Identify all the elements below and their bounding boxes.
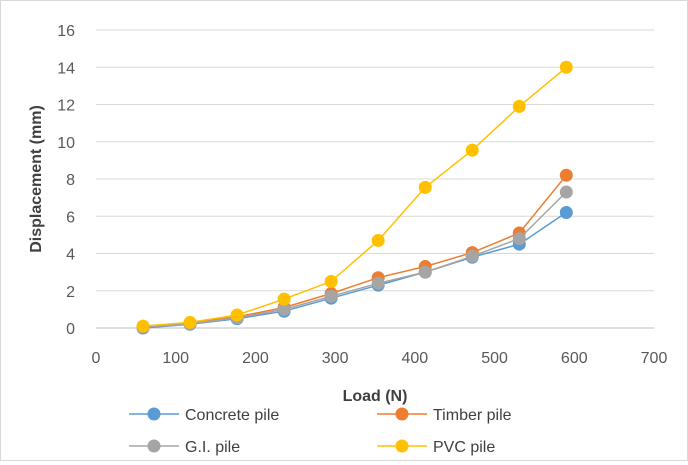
x-tick-label: 400 [402, 350, 429, 367]
legend-item: PVC pile [377, 439, 495, 456]
data-point [324, 274, 338, 288]
data-point [418, 180, 432, 194]
x-axis-ticks: 0 100 200 300 400 500 600 700 [92, 350, 668, 367]
legend-label: G.I. pile [185, 439, 240, 456]
data-point [230, 308, 244, 322]
series-line-pvc-pile [142, 66, 567, 327]
data-point [465, 249, 479, 263]
y-tick-label: 6 [66, 209, 75, 226]
legend-item: G.I. pile [129, 439, 240, 456]
data-point [559, 185, 573, 199]
gridlines [96, 29, 654, 329]
y-tick-label: 2 [66, 284, 75, 301]
data-point [512, 232, 526, 246]
legend-label: PVC pile [433, 439, 495, 456]
legend-marker [147, 439, 161, 453]
y-tick-label: 4 [66, 247, 75, 264]
data-point [324, 289, 338, 303]
y-tick-label: 8 [66, 172, 75, 189]
x-axis-title: Load (N) [343, 388, 408, 405]
legend-label: Concrete pile [185, 407, 279, 424]
data-point [465, 143, 479, 157]
legend-marker [147, 407, 161, 421]
data-point [418, 265, 432, 279]
series-concrete-pile [136, 206, 573, 335]
y-tick-label: 16 [57, 23, 75, 40]
legend: Concrete pile Timber pile G.I. pile PVC pil… [129, 407, 512, 456]
series-line-concrete-pile [142, 211, 567, 329]
y-tick-label: 14 [57, 60, 75, 77]
data-point [559, 60, 573, 74]
x-tick-label: 700 [641, 350, 668, 367]
legend-marker [395, 439, 409, 453]
y-tick-label: 10 [57, 135, 75, 152]
y-tick-label: 0 [66, 321, 75, 338]
x-tick-label: 200 [242, 350, 269, 367]
y-axis-title: Displacement (mm) [28, 105, 45, 253]
legend-item: Concrete pile [129, 407, 279, 424]
legend-item: Timber pile [377, 407, 512, 424]
data-point [559, 168, 573, 182]
legend-marker [395, 407, 409, 421]
series-timber-pile [136, 168, 573, 334]
y-tick-label: 12 [57, 98, 75, 115]
series-group [136, 60, 573, 335]
x-tick-label: 300 [322, 350, 349, 367]
data-point [559, 206, 573, 220]
y-axis-ticks: 0 2 4 6 8 10 12 14 16 [57, 23, 75, 338]
series-pvc-pile [136, 60, 573, 333]
data-point [371, 233, 385, 247]
data-point [277, 292, 291, 306]
x-tick-label: 500 [481, 350, 508, 367]
data-point [136, 319, 150, 333]
series-line-timber-pile [142, 174, 567, 328]
data-point [371, 276, 385, 290]
data-point [183, 315, 197, 329]
data-point [277, 302, 291, 316]
data-point [512, 99, 526, 113]
x-tick-label: 100 [162, 350, 189, 367]
series-g-i-pile [136, 185, 573, 334]
x-tick-label: 600 [561, 350, 588, 367]
legend-label: Timber pile [433, 407, 512, 424]
x-tick-label: 0 [92, 350, 101, 367]
series-line-g-i-pile [142, 191, 567, 328]
